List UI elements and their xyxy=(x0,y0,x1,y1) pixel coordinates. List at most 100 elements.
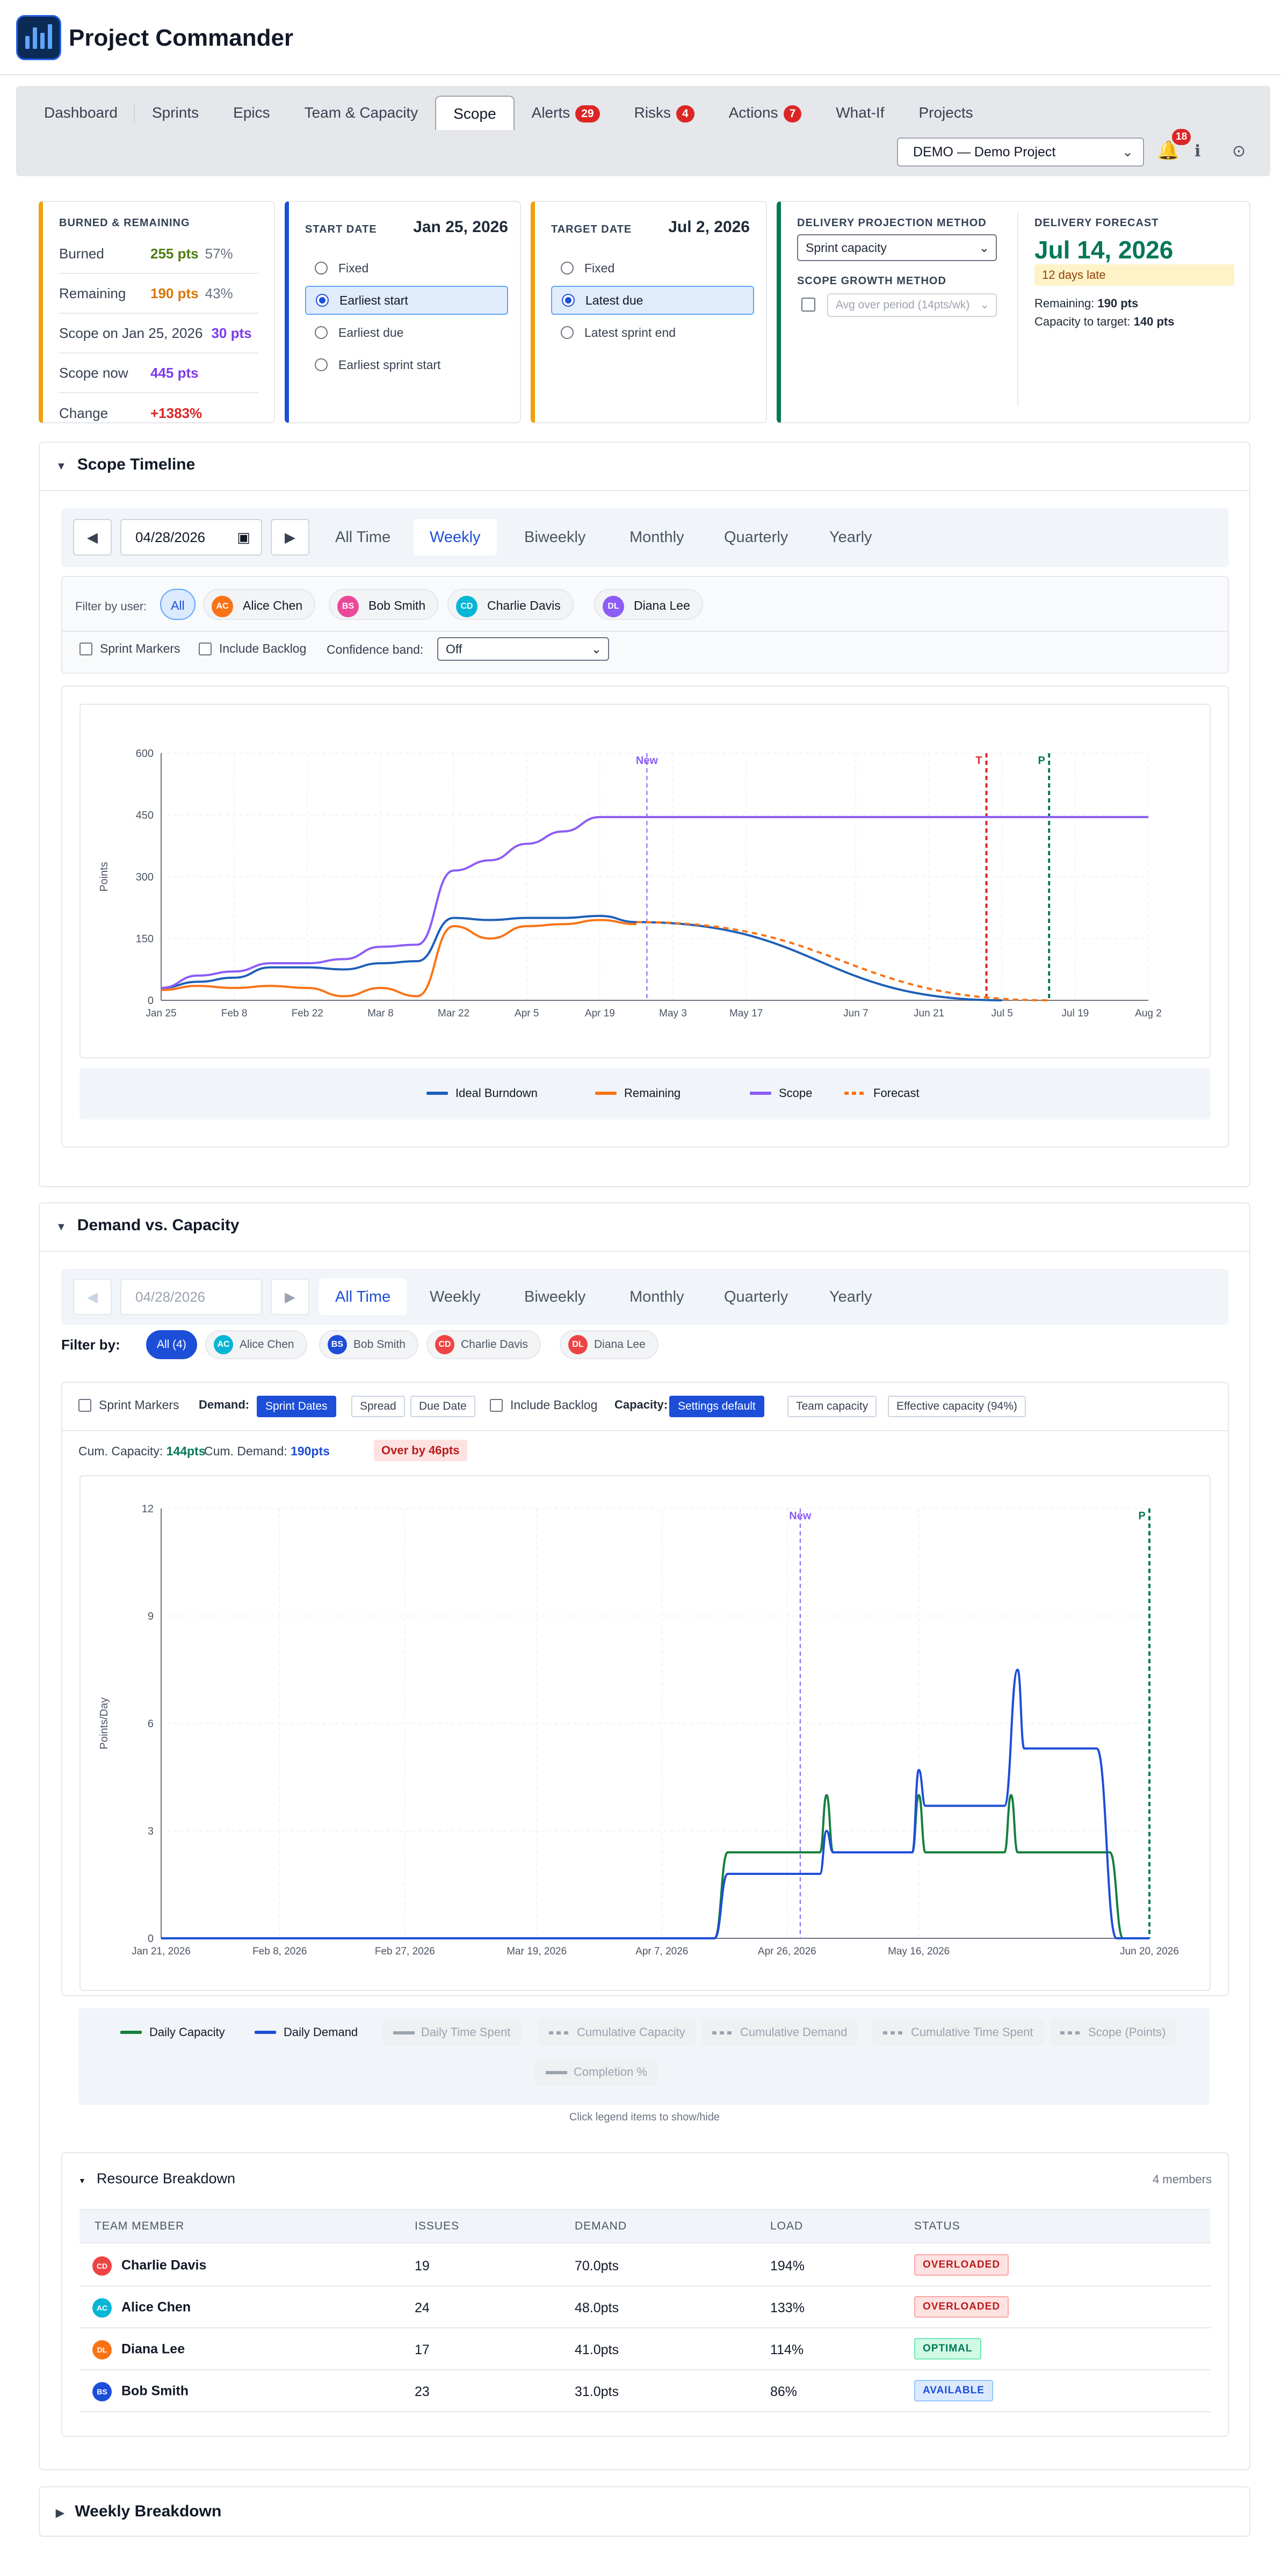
user-chip[interactable]: BS Bob Smith xyxy=(319,1330,418,1359)
scope-date-input[interactable]: 04/28/2026 ▣ xyxy=(120,519,262,555)
sprint-markers-checkbox[interactable]: Sprint Markers xyxy=(79,641,180,656)
member-name-cell: AC Alice Chen xyxy=(92,2298,191,2318)
radio-label: Earliest start xyxy=(339,293,408,307)
user-chip[interactable]: DL Diana Lee xyxy=(560,1330,658,1359)
tab-epics[interactable]: Epics xyxy=(216,96,287,130)
radio-label: Earliest due xyxy=(338,325,404,340)
legend-item[interactable]: Scope xyxy=(750,1086,812,1100)
legend-item-disabled[interactable]: Scope (Points) xyxy=(1050,2019,1177,2046)
summary-row: Burned 255 pts 57% xyxy=(59,234,259,274)
radio-option[interactable]: Earliest sprint start xyxy=(305,350,508,379)
prev-period-button[interactable]: ◀ xyxy=(73,519,112,555)
projection-method-select[interactable]: Sprint capacity ⌄ xyxy=(797,234,997,261)
legend-item[interactable]: Forecast xyxy=(844,1086,920,1100)
sprint-markers-label: Sprint Markers xyxy=(100,641,180,655)
collapse-triangle-icon: ▼ xyxy=(56,460,67,472)
marker-label: New xyxy=(789,1510,812,1522)
segment-option[interactable]: Spread xyxy=(351,1396,405,1417)
tab-what-if[interactable]: What-If xyxy=(819,96,901,130)
scope-growth-select[interactable]: Avg over period (14pts/wk) ⌄ xyxy=(827,293,997,317)
period-all-time[interactable]: All Time xyxy=(319,1279,407,1315)
info-icon[interactable]: ℹ xyxy=(1195,142,1201,160)
period-weekly[interactable]: Weekly xyxy=(414,519,497,555)
project-select[interactable]: DEMO — Demo Project ⌄ xyxy=(897,138,1144,167)
tab-scope[interactable]: Scope xyxy=(435,96,515,130)
period-monthly[interactable]: Monthly xyxy=(629,1288,684,1305)
segment-option[interactable]: Due Date xyxy=(410,1396,475,1417)
y-tick-label: 0 xyxy=(148,1933,154,1945)
demand-capacity-header[interactable]: ▼ Demand vs. Capacity xyxy=(56,1216,240,1235)
confidence-band-select[interactable]: Off ⌄ xyxy=(437,637,609,661)
filter-by-user-label: Filter by user: xyxy=(75,600,147,613)
period-quarterly[interactable]: Quarterly xyxy=(724,1288,788,1305)
tab-sprints[interactable]: Sprints xyxy=(135,96,216,130)
user-chip[interactable]: All (4) xyxy=(146,1330,197,1359)
legend-item-disabled[interactable]: Cumulative Time Spent xyxy=(872,2019,1044,2046)
tab-label: Sprints xyxy=(151,104,199,121)
prev-period-button[interactable]: ◀ xyxy=(73,1279,112,1315)
radio-option[interactable]: Latest due xyxy=(551,286,754,315)
next-period-button[interactable]: ▶ xyxy=(271,519,309,555)
segment-option[interactable]: Sprint Dates xyxy=(257,1396,336,1417)
table-row xyxy=(79,2328,1211,2370)
radio-option[interactable]: Fixed xyxy=(305,254,508,283)
target-date-label: TARGET DATE xyxy=(551,223,632,235)
period-quarterly[interactable]: Quarterly xyxy=(724,529,788,546)
period-yearly[interactable]: Yearly xyxy=(829,1288,872,1305)
user-chip[interactable]: CD Charlie Davis xyxy=(447,589,574,620)
demand-include-backlog-checkbox[interactable]: Include Backlog xyxy=(490,1398,597,1412)
projection-method-value: Sprint capacity xyxy=(806,241,887,255)
tab-actions[interactable]: Actions 7 xyxy=(712,96,819,130)
legend-item-disabled[interactable]: Cumulative Capacity xyxy=(538,2019,696,2046)
segment-option[interactable]: Settings default xyxy=(669,1396,764,1417)
period-biweekly[interactable]: Biweekly xyxy=(524,529,586,546)
user-chip[interactable]: BS Bob Smith xyxy=(329,589,439,620)
tab-projects[interactable]: Projects xyxy=(901,96,990,130)
period-yearly[interactable]: Yearly xyxy=(829,529,872,546)
demand-sprint-markers-checkbox[interactable]: Sprint Markers xyxy=(78,1398,179,1412)
summary-row: Scope on Jan 25, 2026 30 pts xyxy=(59,314,259,353)
legend-item-disabled[interactable]: Completion % xyxy=(535,2059,658,2086)
period-monthly[interactable]: Monthly xyxy=(629,529,684,546)
user-chip[interactable]: AC Alice Chen xyxy=(205,1330,307,1359)
tab-team-capacity[interactable]: Team & Capacity xyxy=(287,96,436,130)
tab-badge: 29 xyxy=(575,105,600,122)
legend-item[interactable]: Daily Demand xyxy=(255,2025,358,2039)
user-chip[interactable]: DL Diana Lee xyxy=(594,589,703,620)
tab-risks[interactable]: Risks 4 xyxy=(617,96,712,130)
tab-alerts[interactable]: Alerts 29 xyxy=(515,96,617,130)
radio-option[interactable]: Latest sprint end xyxy=(551,318,754,347)
segment-option[interactable]: Effective capacity (94%) xyxy=(888,1396,1026,1417)
demand-date-input[interactable]: 04/28/2026 xyxy=(120,1279,262,1315)
legend-item[interactable]: Ideal Burndown xyxy=(426,1086,538,1100)
period-weekly[interactable]: Weekly xyxy=(430,1288,481,1305)
period-all-time[interactable]: All Time xyxy=(335,529,391,546)
period-biweekly[interactable]: Biweekly xyxy=(524,1288,586,1305)
user-chip[interactable]: All xyxy=(160,589,196,620)
avatar: DL xyxy=(92,2340,112,2359)
tab-dashboard[interactable]: Dashboard xyxy=(27,96,135,130)
resource-breakdown-header[interactable]: ▼ Resource Breakdown xyxy=(78,2170,235,2187)
legend-item[interactable]: Remaining xyxy=(595,1086,681,1100)
scope-growth-checkbox[interactable] xyxy=(801,298,815,312)
user-chip-label: Alice Chen xyxy=(243,598,303,612)
late-badge: 12 days late xyxy=(1034,264,1234,286)
radio-option[interactable]: Fixed xyxy=(551,254,754,283)
notifications-bell-icon[interactable]: 🔔 18 xyxy=(1157,129,1191,167)
include-backlog-checkbox[interactable]: Include Backlog xyxy=(199,641,306,656)
user-chip[interactable]: AC Alice Chen xyxy=(203,589,316,620)
radio-option[interactable]: Earliest start xyxy=(305,286,508,315)
scope-timeline-header[interactable]: ▼ Scope Timeline xyxy=(56,456,195,474)
avatar: CD xyxy=(435,1335,454,1355)
weekly-breakdown-header[interactable]: ▶ Weekly Breakdown xyxy=(56,2502,221,2521)
settings-icon[interactable]: ⊙ xyxy=(1232,142,1246,160)
user-chip[interactable]: CD Charlie Davis xyxy=(426,1330,541,1359)
burned-rows: Burned 255 pts 57% Remaining 190 pts 43% Scope… xyxy=(59,234,259,433)
legend-item-disabled[interactable]: Daily Time Spent xyxy=(382,2019,522,2046)
radio-option[interactable]: Earliest due xyxy=(305,318,508,347)
legend-item-disabled[interactable]: Cumulative Demand xyxy=(701,2019,858,2046)
legend-item[interactable]: Daily Capacity xyxy=(120,2025,225,2039)
weekly-breakdown-title: Weekly Breakdown xyxy=(75,2502,222,2520)
next-period-button[interactable]: ▶ xyxy=(271,1279,309,1315)
segment-option[interactable]: Team capacity xyxy=(787,1396,877,1417)
